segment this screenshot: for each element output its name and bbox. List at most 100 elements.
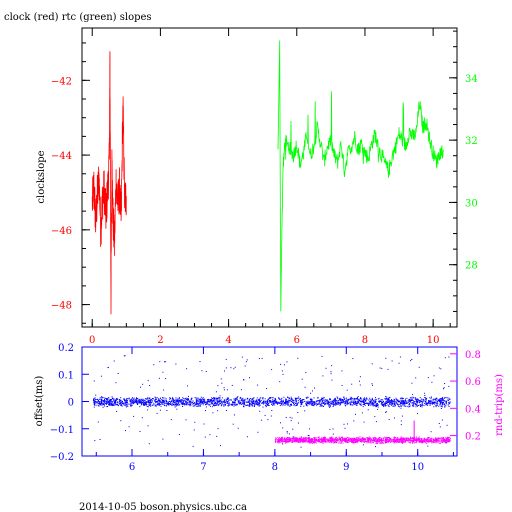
offset-point bbox=[143, 403, 145, 405]
rndtrip-point bbox=[408, 442, 410, 444]
offset-point bbox=[413, 403, 415, 405]
bottom-y-axis-label: offset(ms) bbox=[34, 376, 45, 427]
offset-point bbox=[184, 404, 186, 406]
rndtrip-point bbox=[300, 438, 302, 440]
offset-point bbox=[200, 399, 202, 401]
rndtrip-point bbox=[323, 440, 325, 442]
rndtrip-point bbox=[324, 438, 326, 440]
rndtrip-point bbox=[390, 441, 392, 443]
offset-point bbox=[313, 404, 315, 406]
offset-point bbox=[126, 402, 127, 404]
offset-point bbox=[441, 400, 443, 401]
offset-point bbox=[440, 401, 442, 403]
offset-point bbox=[262, 397, 264, 398]
offset-point bbox=[166, 401, 168, 402]
offset-point bbox=[105, 398, 107, 399]
offset-point bbox=[262, 402, 264, 404]
offset-point bbox=[391, 399, 393, 400]
offset-point bbox=[125, 430, 126, 432]
offset-point bbox=[423, 398, 425, 400]
offset-point bbox=[424, 395, 426, 396]
offset-point bbox=[249, 398, 250, 400]
rndtrip-point bbox=[446, 442, 448, 444]
offset-point bbox=[111, 402, 113, 404]
offset-point bbox=[176, 404, 178, 406]
rndtrip-point bbox=[401, 440, 403, 441]
offset-point bbox=[159, 403, 161, 405]
offset-point bbox=[320, 400, 322, 402]
offset-point bbox=[184, 402, 186, 404]
rndtrip-point bbox=[301, 437, 303, 439]
offset-point bbox=[397, 404, 399, 406]
offset-point bbox=[128, 426, 130, 428]
offset-point bbox=[259, 410, 261, 412]
offset-point bbox=[103, 402, 105, 404]
offset-point bbox=[276, 401, 278, 403]
offset-point bbox=[308, 402, 309, 404]
offset-point bbox=[161, 400, 163, 402]
offset-point bbox=[257, 403, 259, 405]
rndtrip-point bbox=[301, 439, 303, 441]
rndtrip-point bbox=[430, 437, 432, 439]
offset-point bbox=[391, 401, 393, 403]
rndtrip-point bbox=[282, 439, 283, 441]
offset-point bbox=[183, 403, 185, 405]
offset-point bbox=[293, 404, 295, 406]
bottom-y-tick-label: 0.1 bbox=[58, 370, 74, 381]
offset-point bbox=[278, 403, 280, 404]
offset-point bbox=[190, 401, 192, 402]
rndtrip-point bbox=[309, 442, 311, 444]
offset-point bbox=[252, 400, 254, 402]
offset-point bbox=[118, 399, 120, 401]
offset-point bbox=[99, 439, 101, 440]
offset-point bbox=[248, 404, 250, 406]
rndtrip-point bbox=[364, 440, 366, 442]
offset-point bbox=[270, 400, 272, 402]
rndtrip-point bbox=[400, 441, 402, 443]
rndtrip-point bbox=[365, 441, 367, 442]
rndtrip-point bbox=[412, 442, 414, 444]
rndtrip-point bbox=[349, 438, 351, 440]
offset-point bbox=[202, 399, 204, 401]
offset-point bbox=[110, 399, 112, 400]
offset-point bbox=[347, 399, 349, 401]
offset-point bbox=[285, 401, 287, 403]
offset-point bbox=[150, 400, 152, 402]
offset-point bbox=[256, 401, 258, 403]
offset-point bbox=[394, 405, 396, 407]
rndtrip-point bbox=[287, 438, 289, 440]
rndtrip-point bbox=[316, 442, 318, 444]
rndtrip-point bbox=[407, 437, 409, 439]
offset-point bbox=[169, 401, 171, 402]
offset-point bbox=[391, 400, 393, 401]
rndtrip-point bbox=[314, 438, 315, 439]
offset-point bbox=[252, 401, 254, 403]
offset-point bbox=[359, 398, 361, 400]
rndtrip-point bbox=[330, 437, 332, 439]
offset-point bbox=[212, 400, 214, 402]
offset-point bbox=[335, 398, 336, 400]
offset-point bbox=[381, 401, 383, 403]
rndtrip-point bbox=[410, 438, 412, 439]
rndtrip-point bbox=[304, 440, 306, 442]
rndtrip-point bbox=[410, 440, 412, 442]
offset-point bbox=[306, 402, 308, 404]
offset-point bbox=[280, 398, 282, 400]
offset-point bbox=[241, 399, 242, 401]
offset-point bbox=[141, 402, 142, 404]
offset-point bbox=[221, 405, 223, 407]
offset-point bbox=[223, 389, 225, 391]
offset-point bbox=[163, 403, 165, 405]
offset-point bbox=[177, 400, 179, 402]
offset-point bbox=[121, 405, 123, 407]
rndtrip-point bbox=[297, 440, 299, 442]
offset-point bbox=[349, 402, 351, 403]
offset-point bbox=[108, 404, 110, 405]
rndtrip-point bbox=[392, 440, 394, 442]
offset-point bbox=[295, 405, 297, 407]
offset-point bbox=[415, 406, 417, 408]
offset-point bbox=[318, 403, 320, 405]
offset-point bbox=[264, 398, 266, 400]
offset-point bbox=[206, 401, 208, 403]
offset-point bbox=[231, 384, 233, 386]
